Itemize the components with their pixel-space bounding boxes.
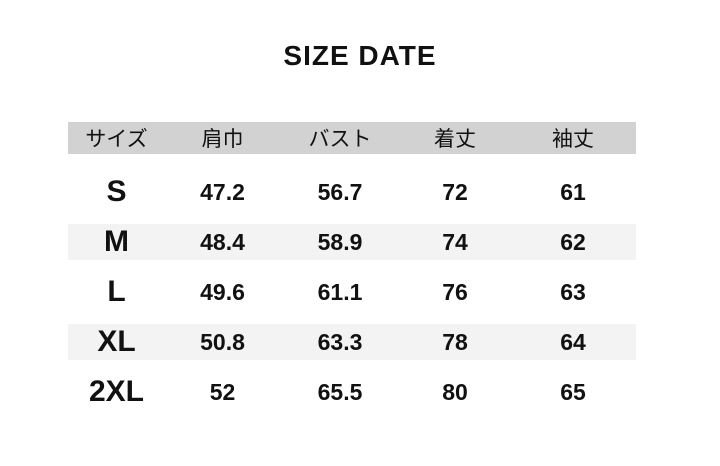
table-cell: 58.9 — [317, 228, 363, 255]
table-row-s: S 47.2 56.7 72 61 — [68, 174, 636, 210]
size-label: M — [104, 225, 129, 258]
table-cell: 76 — [442, 278, 468, 305]
page-title: SIZE DATE — [283, 40, 437, 71]
size-table: サイズ 肩巾 バスト 着丈 袖丈 S 47.2 56.7 72 61 M 48.… — [68, 122, 636, 424]
size-label: XL — [97, 325, 136, 358]
table-cell: 64 — [560, 328, 586, 355]
table-row-2xl: 2XL 52 65.5 80 65 — [68, 374, 636, 410]
table-row-xl: XL 50.8 63.3 78 64 — [68, 324, 636, 360]
table-cell: 78 — [442, 328, 468, 355]
table-body: S 47.2 56.7 72 61 M 48.4 58.9 74 62 L 49… — [68, 174, 636, 410]
table-row-l: L 49.6 61.1 76 63 — [68, 274, 636, 310]
table-cell: 65.5 — [317, 378, 363, 405]
column-header-length: 着丈 — [434, 128, 476, 151]
size-label: L — [107, 275, 126, 308]
table-cell: 61 — [560, 178, 586, 205]
table-cell: 52 — [209, 378, 236, 405]
table-cell: 63.3 — [317, 328, 363, 355]
table-cell: 63 — [560, 278, 586, 305]
table-cell: 48.4 — [200, 228, 245, 255]
column-header-bust: バスト — [308, 128, 372, 151]
size-label: S — [106, 175, 127, 208]
table-cell: 61.1 — [317, 278, 363, 305]
table-cell: 80 — [442, 378, 468, 405]
table-header-row: サイズ 肩巾 バスト 着丈 袖丈 — [68, 122, 636, 154]
table-cell: 56.7 — [317, 178, 363, 205]
column-header-size: サイズ — [85, 128, 148, 151]
table-cell: 50.8 — [200, 328, 245, 355]
table-cell: 62 — [560, 228, 586, 255]
column-header-shoulder: 肩巾 — [201, 128, 244, 151]
table-row-m: M 48.4 58.9 74 62 — [68, 224, 636, 260]
table-cell: 72 — [442, 178, 468, 205]
table-cell: 49.6 — [200, 278, 245, 305]
size-label: 2XL — [88, 375, 145, 408]
table-cell: 65 — [560, 378, 586, 405]
column-header-sleeve: 袖丈 — [552, 128, 594, 151]
table-cell: 47.2 — [200, 178, 245, 205]
table-cell: 74 — [442, 228, 468, 255]
